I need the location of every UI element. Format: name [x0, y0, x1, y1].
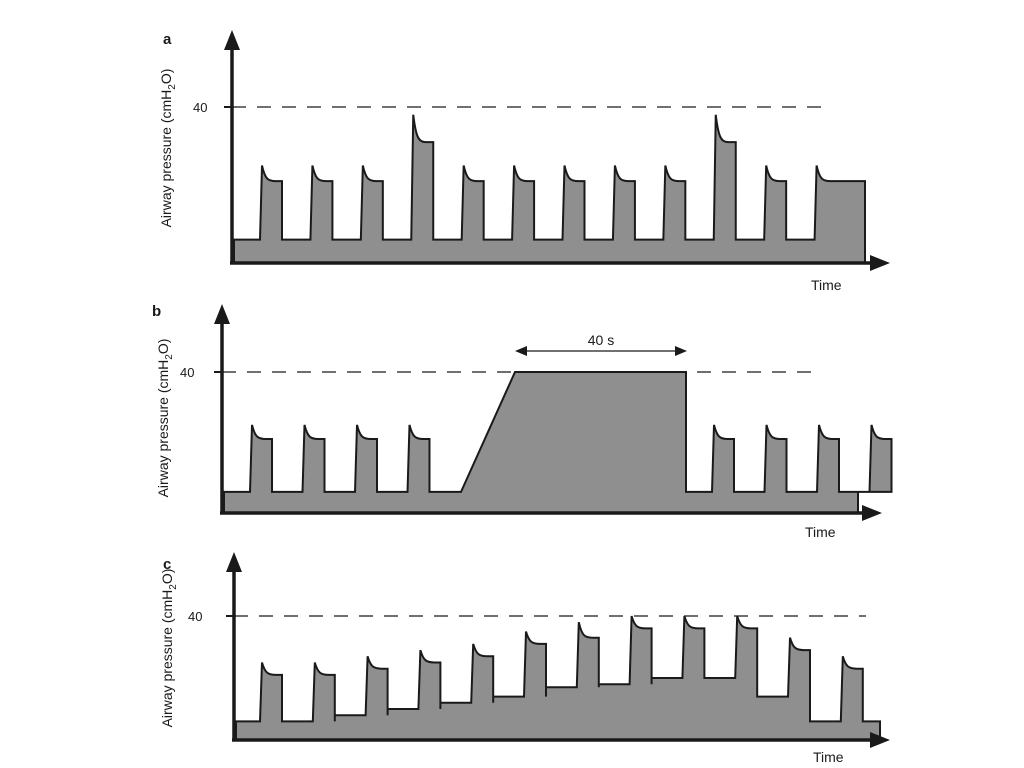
- duration-arrow-left-head: [515, 346, 527, 356]
- panel-c: 40 c Time Airway pressure (cmH2O): [159, 552, 890, 765]
- x-axis-arrow-c: [870, 732, 890, 748]
- x-axis-arrow-a: [870, 255, 890, 271]
- y-axis-arrow-b: [214, 304, 230, 324]
- duration-label: 40 s: [588, 332, 614, 348]
- y-axis-arrow-c: [226, 552, 242, 572]
- pressure-waveform-b: [223, 371, 893, 514]
- pressure-waveform-c: [235, 615, 881, 741]
- y-tick-label-40-c: 40: [188, 609, 202, 624]
- y-tick-label-40-a: 40: [193, 100, 207, 115]
- x-axis-arrow-b: [862, 505, 882, 521]
- panel-letter-b: b: [152, 303, 161, 320]
- y-axis-label-b: Airway pressure (cmH2O): [155, 339, 175, 498]
- y-axis-label-c: Airway pressure (cmH2O): [159, 569, 179, 728]
- y-axis-arrow-a: [224, 30, 240, 50]
- x-axis-label-b: Time: [805, 524, 836, 540]
- panel-b: 40 b Time Airway pressure (cmH2O) 40 s: [152, 303, 893, 540]
- pressure-waveform-a: [233, 114, 866, 264]
- x-axis-label-a: Time: [811, 277, 842, 293]
- panel-letter-a: a: [163, 31, 172, 48]
- x-axis-label-c: Time: [813, 749, 844, 765]
- y-tick-label-40-b: 40: [180, 365, 194, 380]
- y-axis-label-a: Airway pressure (cmH2O): [158, 69, 178, 228]
- panel-a: 40 a Time Airway pressure (cmH2O): [158, 30, 890, 293]
- panel-letter-c: c: [163, 556, 171, 573]
- duration-arrow-right-head: [675, 346, 687, 356]
